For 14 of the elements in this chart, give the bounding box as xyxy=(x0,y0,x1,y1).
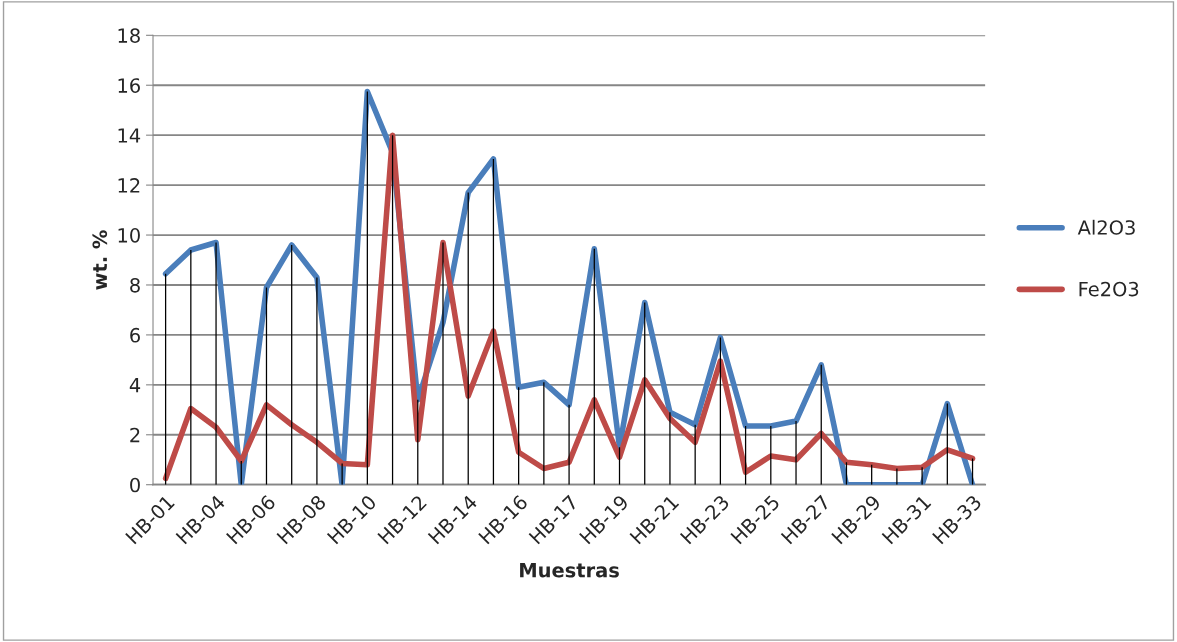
y-tick-label: 8 xyxy=(130,277,140,293)
y-tick-label: 14 xyxy=(118,128,141,143)
x-axis-title: Muestras xyxy=(520,563,619,578)
y-axis-title: wt. % xyxy=(92,230,108,290)
legend-label: Fe2O3 xyxy=(1079,281,1139,297)
y-tick-label: 12 xyxy=(118,178,140,193)
legend-label: Al2O3 xyxy=(1077,219,1135,235)
y-tick-label: 16 xyxy=(118,78,140,93)
y-tick-label: 6 xyxy=(130,327,140,343)
y-tick-label: 0 xyxy=(130,477,140,493)
y-tick-label: 10 xyxy=(118,228,140,243)
y-tick-label: 2 xyxy=(130,427,140,443)
y-tick-label: 4 xyxy=(129,378,141,393)
y-tick-label: 18 xyxy=(118,28,140,43)
